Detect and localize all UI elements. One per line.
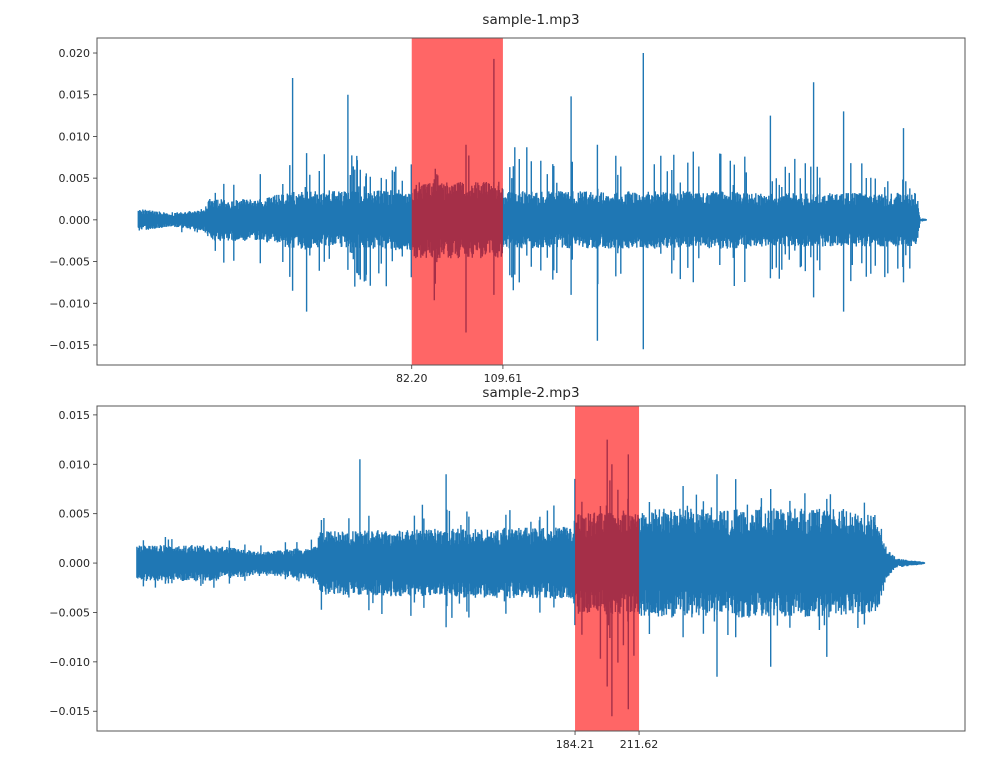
y-tick-label: −0.010 [49,297,90,310]
y-tick-label: 0.015 [59,89,91,102]
y-tick-label: 0.005 [59,172,91,185]
y-tick-label: −0.005 [49,256,90,269]
axes-frame [96,37,966,366]
y-tick-label: 0.010 [59,130,91,143]
y-tick-label: 0.005 [59,508,91,521]
highlight-span [575,406,640,731]
y-tick-label: −0.010 [49,656,90,669]
subplot-title: sample-2.mp3 [482,385,579,401]
x-tick-label: 82.20 [396,372,428,385]
waveform-series [137,53,927,350]
subplot-title: sample-1.mp3 [482,12,579,28]
y-tick-label: 0.000 [59,214,91,227]
waveform-series [136,439,926,717]
y-tick-label: 0.015 [59,409,91,422]
x-tick-label: 211.62 [620,738,659,751]
subplot-sample-2: sample-2.mp3 0.015 0.010 0.005 0.000 −0.005 −… [49,385,966,751]
y-tick-label: −0.005 [49,606,90,619]
y-tick-label: 0.010 [59,458,91,471]
subplot-sample-1: sample-1.mp3 0.020 0.015 0.010 0.005 0.000 −0… [49,12,966,385]
y-tick-label: 0.000 [59,557,91,570]
x-tick-label: 184.21 [556,738,595,751]
highlight-span [411,38,503,365]
y-tick-label: −0.015 [49,705,90,718]
y-tick-label: −0.015 [49,339,90,352]
x-tick-label: 109.61 [484,372,523,385]
axes-frame [96,405,966,732]
y-tick-label: 0.020 [59,47,91,60]
